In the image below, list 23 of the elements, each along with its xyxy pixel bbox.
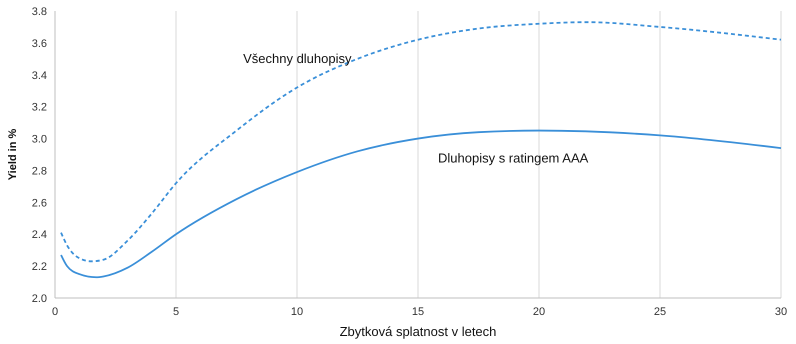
y-tick-label: 3.4 [32, 70, 47, 82]
x-tick-label: 25 [654, 306, 666, 318]
y-tick-label: 3.2 [32, 102, 47, 114]
series-label: Všechny dluhopisy [243, 50, 352, 66]
y-tick-label: 2.8 [32, 165, 47, 178]
y-tick-label: 2.0 [32, 293, 47, 305]
y-tick-label: 2.4 [32, 229, 47, 242]
x-tick-label: 15 [412, 306, 424, 318]
x-tick-label: 10 [290, 306, 304, 318]
y-tick-label: 2.6 [32, 197, 47, 210]
line-series [60, 130, 782, 278]
y-tick-label: 3.0 [32, 134, 47, 146]
x-tick-label: 20 [532, 306, 546, 318]
y-axis-title: Yield in % [7, 128, 19, 180]
y-tick-label: 2.2 [32, 261, 47, 274]
series-label: Dluhopisy s ratingem AAA [438, 150, 589, 166]
x-tick-label: 30 [774, 306, 788, 318]
x-tick-label: 5 [172, 306, 180, 318]
x-tick-label: 0 [52, 306, 58, 318]
y-tick-label: 3.8 [32, 6, 47, 18]
y-tick-label: 3.6 [32, 38, 47, 50]
line-series [60, 21, 782, 262]
x-axis-title: Zbytková splatnost v letech [340, 324, 496, 339]
